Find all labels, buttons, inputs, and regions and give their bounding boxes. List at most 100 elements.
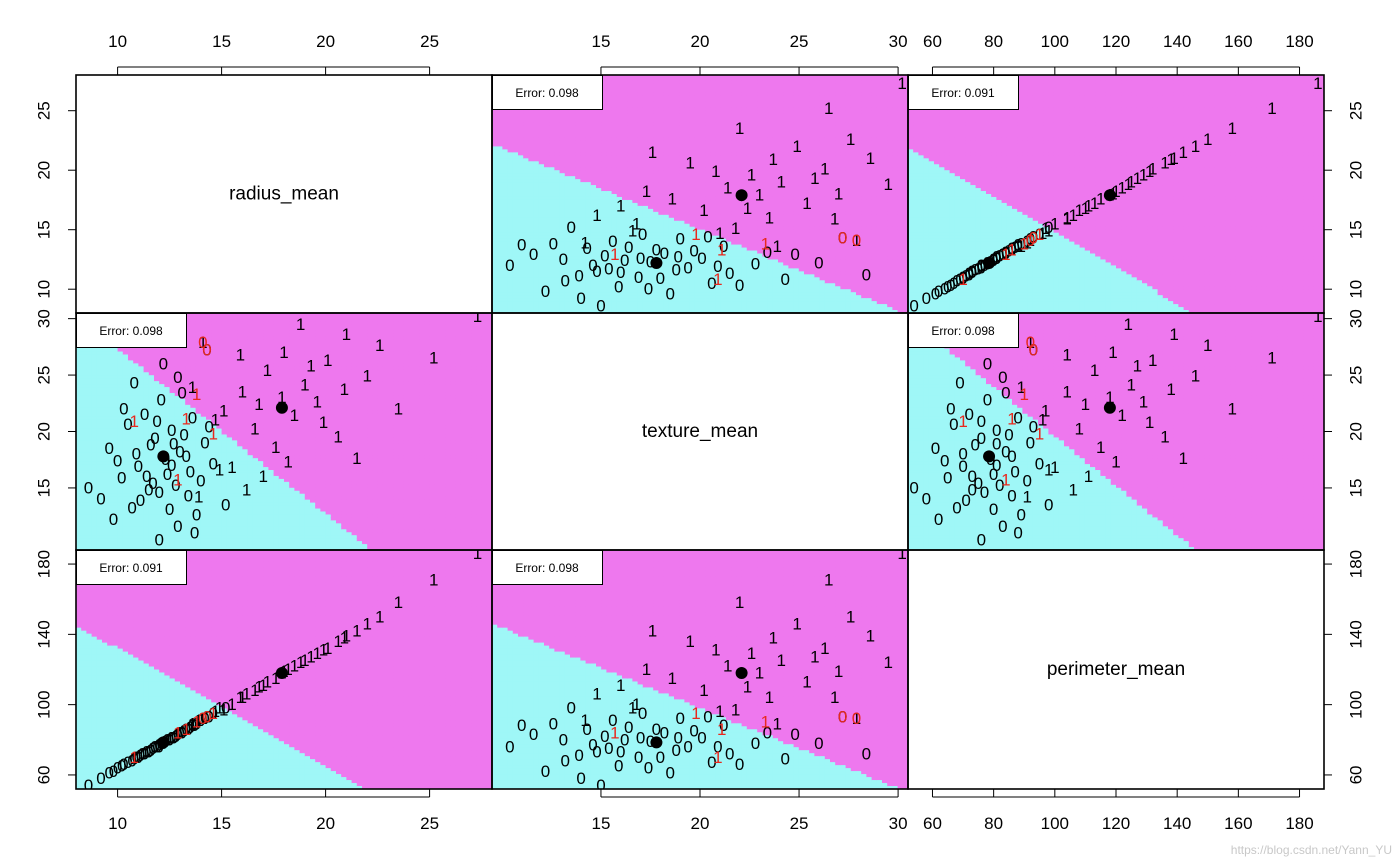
region-cell [679,310,685,313]
region-cell [492,170,498,174]
region-cell [653,140,659,145]
region-cell [580,158,587,162]
region-cell [544,274,550,278]
region-cell [616,128,623,133]
region-cell [668,229,675,234]
region-cell [798,211,805,216]
region-cell [492,238,498,243]
region-cell [544,134,550,139]
region-cell [637,75,644,79]
region-cell [731,283,737,287]
region-cell [622,176,628,180]
region-cell [585,202,592,207]
region-cell [684,199,691,204]
region-cell [492,304,498,308]
region-cell [622,199,628,204]
region-cell [622,83,628,88]
region-cell [648,208,654,213]
region-cell [679,292,685,296]
region-cell [726,98,732,103]
region-cell [762,113,769,118]
region-cell [533,110,540,115]
region-cell [767,158,774,162]
region-cell [590,250,597,255]
region-cell [668,125,675,130]
region-cell [507,122,514,127]
region-cell [648,286,654,290]
region-cell [601,238,607,243]
region-cell [757,188,763,192]
region-cell [793,167,800,171]
region-cell [752,217,758,222]
region-cell [778,134,784,139]
region-cell [590,304,597,308]
region-cell [601,158,607,162]
region-cell [731,149,737,153]
region-cell [767,92,774,97]
region-cell [523,301,529,305]
region-cell [585,223,592,228]
region-cell [632,238,639,243]
region-cell [715,164,722,168]
region-cell [507,143,514,147]
region-cell [814,176,821,180]
region-cell [653,158,659,162]
region-cell [767,250,774,255]
region-cell [741,75,748,79]
region-cell [736,277,743,281]
region-cell [778,176,784,180]
region-cell [689,134,696,139]
region-cell [689,310,696,313]
region-cell [715,95,722,100]
region-cell [700,253,706,258]
region-cell [538,223,545,228]
region-cell [757,185,763,189]
region-cell [788,229,795,234]
region-cell [788,101,795,106]
region-cell [705,274,711,278]
region-cell [778,107,784,112]
region-cell [648,104,654,109]
region-cell [653,283,659,287]
region-cell [523,176,529,180]
region-cell [736,259,743,264]
region-cell [523,179,529,183]
region-cell [679,83,685,88]
region-cell [533,116,540,121]
region-cell [674,182,680,186]
region-cell [767,217,774,222]
region-cell [590,310,597,313]
region-cell [788,107,795,112]
region-cell [684,92,691,97]
region-cell [518,223,524,228]
region-cell [778,292,784,296]
region-cell [715,310,722,313]
region-cell [788,143,795,147]
region-cell [528,196,535,201]
region-cell [726,298,732,302]
region-cell [627,128,633,133]
region-cell [544,152,550,156]
region-cell [549,298,555,302]
region-cell [684,143,691,147]
region-cell [570,292,576,296]
region-cell [793,301,800,305]
region-cell [720,77,727,82]
region-cell [668,244,675,249]
region-cell [648,101,654,106]
region-cell [528,253,535,258]
region-cell [668,295,675,299]
region-cell [497,161,503,165]
region-cell [705,155,711,159]
region-cell [715,113,722,118]
region-cell [533,205,540,210]
region-cell [538,235,545,240]
region-cell [798,268,805,272]
region-cell [575,226,581,231]
region-cell [726,146,732,150]
region-cell [731,292,737,296]
region-cell [590,289,597,293]
region-cell [679,185,685,189]
region-cell [575,265,581,269]
region-cell [512,247,519,252]
